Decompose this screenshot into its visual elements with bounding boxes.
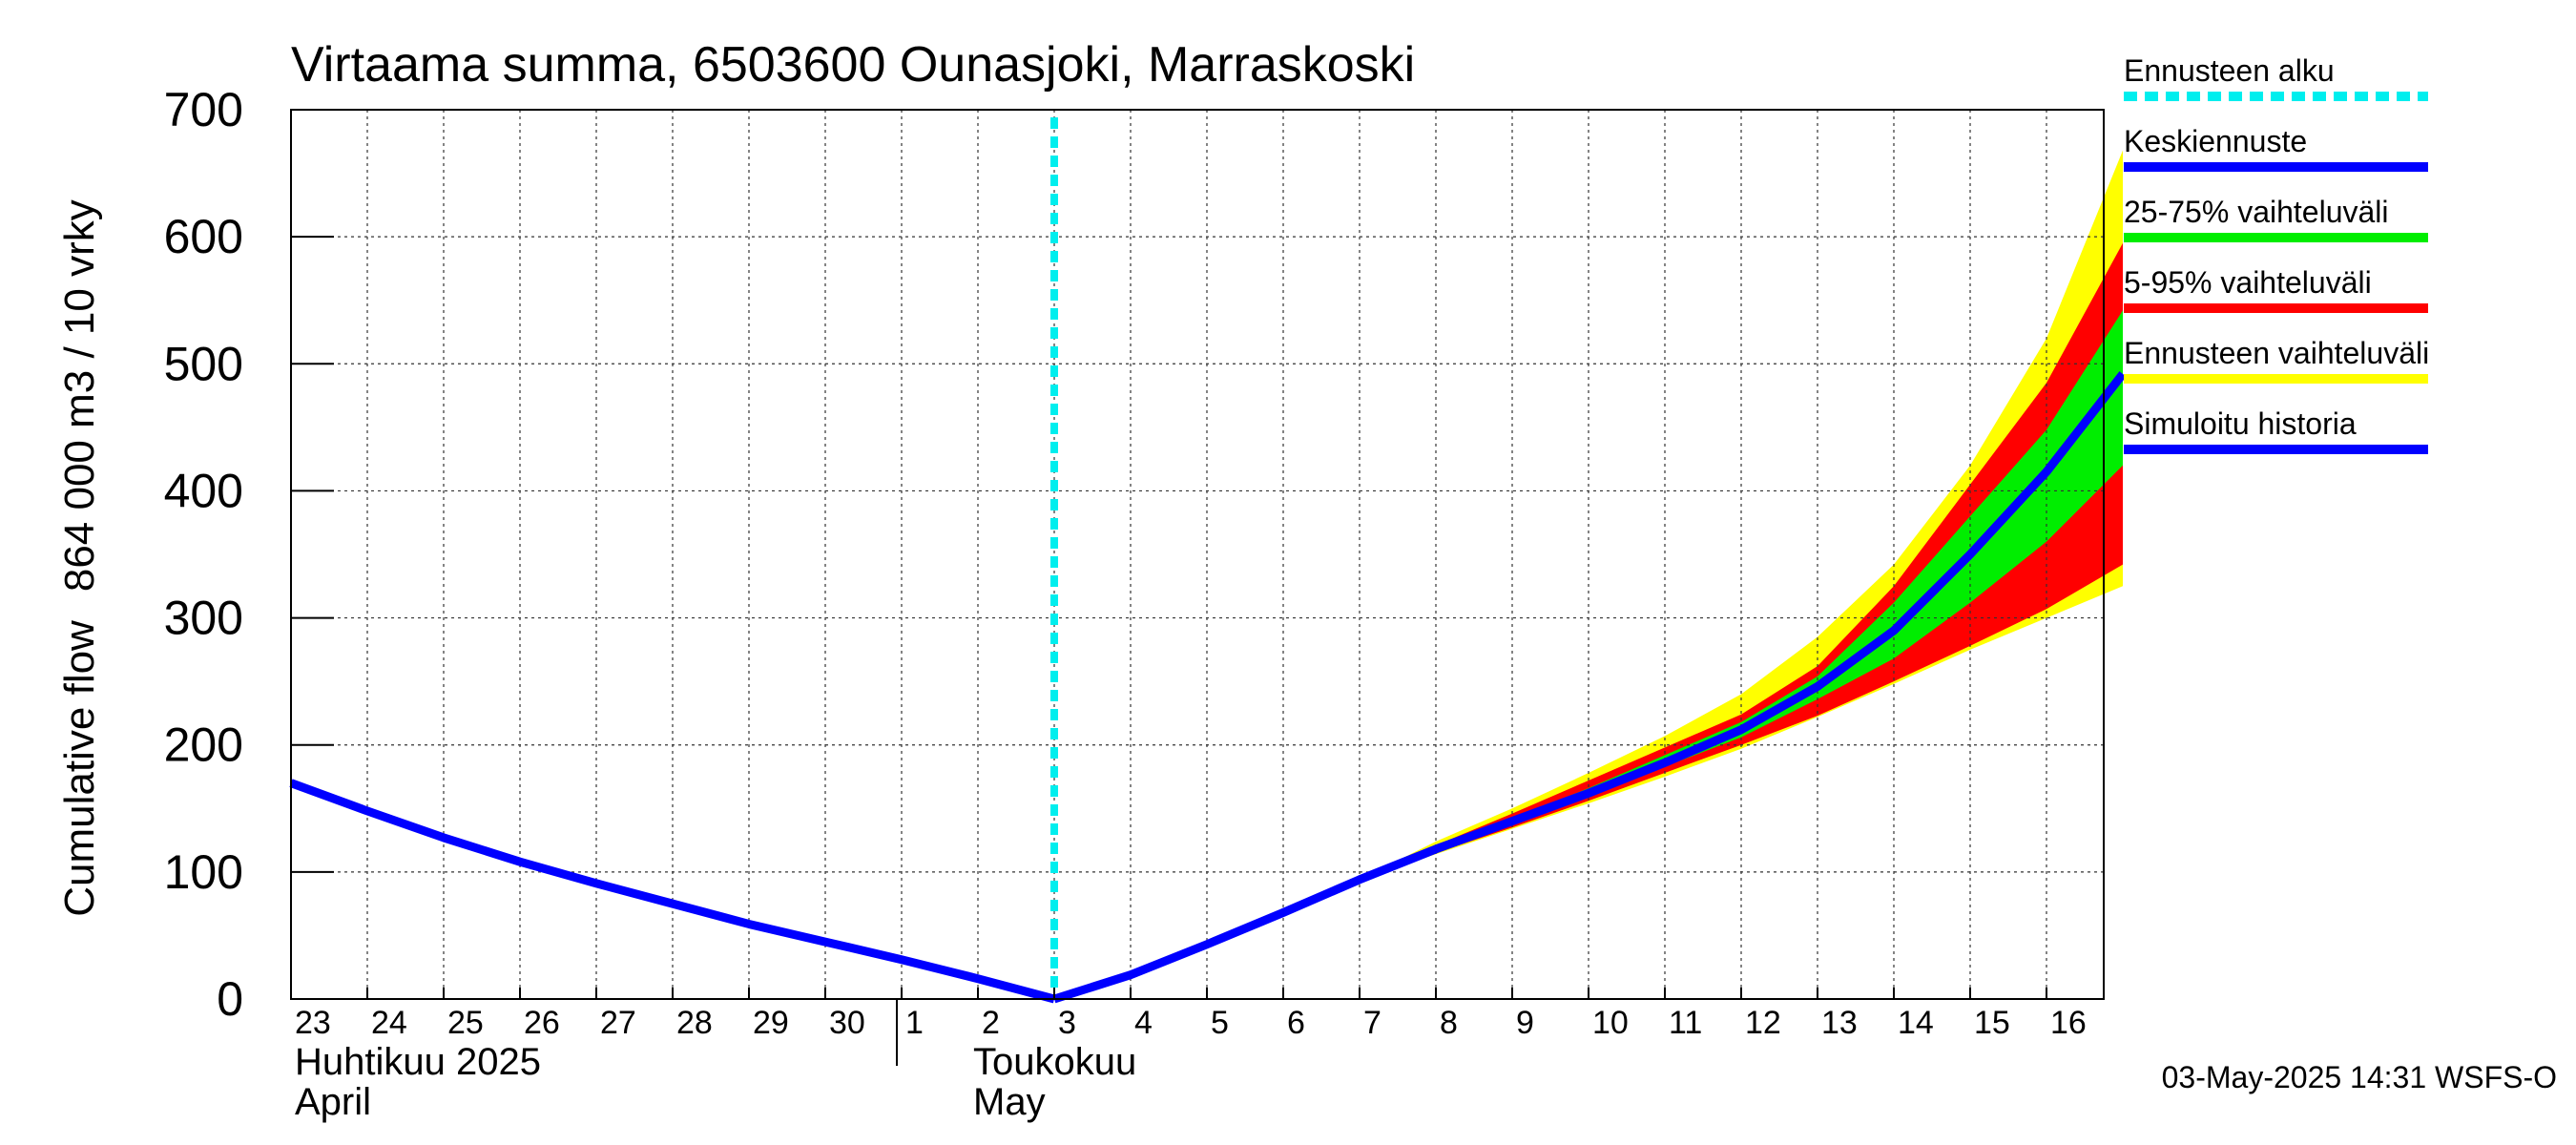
timestamp-footer: 03-May-2025 14:31 WSFS-O (2162, 1060, 2557, 1094)
x-tick-label: 16 (2050, 1005, 2087, 1041)
x-tick-label: 15 (1974, 1005, 2010, 1041)
legend-label: Keskiennuste (2124, 124, 2307, 158)
data-lines (289, 117, 2127, 1004)
x-tick-label: 28 (676, 1005, 713, 1041)
legend-label: Simuloitu historia (2124, 406, 2357, 441)
x-axis: 23 24 25 26 27 28 29 30 1 2 3 4 5 6 7 8 9 10 11 12 13 14 15 16H… (295, 988, 2087, 1123)
x-tick-label: 14 (1898, 1005, 1934, 1041)
y-tick-label: 600 (164, 210, 243, 263)
y-tick-label: 400 (164, 464, 243, 517)
x-tick-label: 27 (600, 1005, 636, 1041)
y-tick-label: 0 (217, 972, 243, 1026)
month-label-en: May (973, 1081, 1046, 1123)
legend-label: 5-95% vaihteluväli (2124, 265, 2372, 300)
x-tick-label: 2 (982, 1005, 1000, 1041)
x-tick-label: 6 (1287, 1005, 1305, 1041)
x-tick-label: 13 (1821, 1005, 1858, 1041)
month-label: Huhtikuu 2025 (295, 1041, 541, 1083)
y-axis-label-fi: 864 000 m3 / 10 vrky (56, 199, 103, 592)
legend: Ennusteen alku Keskiennuste 25-75% vaihtel… (2124, 53, 2429, 454)
x-tick-label: 7 (1363, 1005, 1381, 1041)
band-25-75-vaihteluv-li (1360, 310, 2123, 880)
x-tick-label: 5 (1211, 1005, 1229, 1041)
x-tick-label: 26 (524, 1005, 560, 1041)
x-tick-label: 24 (371, 1005, 407, 1041)
x-tick-label: 12 (1745, 1005, 1781, 1041)
x-tick-label: 29 (753, 1005, 789, 1041)
x-tick-label: 9 (1516, 1005, 1534, 1041)
chart-title: Virtaama summa, 6503600 Ounasjoki, Marra… (291, 37, 1415, 93)
x-tick-label: 25 (447, 1005, 484, 1041)
y-tick-label: 500 (164, 337, 243, 390)
x-tick-label: 1 (905, 1005, 924, 1041)
simulated-history-line (289, 779, 1056, 1004)
y-axis: 0 100 200 300 400 500 600 700 (164, 83, 334, 1026)
y-tick-label: 300 (164, 592, 243, 645)
x-tick-label: 11 (1669, 1005, 1702, 1041)
y-axis-label: Cumulative flow 864 000 m3 / 10 vrky (56, 199, 103, 916)
plot-frame (290, 109, 2105, 1000)
month-label: Toukokuu (973, 1041, 1136, 1083)
y-tick-label: 200 (164, 718, 243, 772)
y-axis-label-en: Cumulative flow (56, 620, 103, 917)
x-tick-label: 8 (1440, 1005, 1458, 1041)
y-tick-label: 100 (164, 845, 243, 899)
x-tick-label: 30 (829, 1005, 865, 1041)
x-tick-label: 4 (1134, 1005, 1153, 1041)
y-tick-label: 700 (164, 83, 243, 136)
series-line-keskiennuste (1052, 371, 2127, 1004)
legend-label: Ennusteen alku (2124, 53, 2335, 88)
legend-label: 25-75% vaihteluväli (2124, 195, 2389, 229)
x-tick-label: 3 (1058, 1005, 1076, 1041)
month-label-en: April (295, 1081, 371, 1123)
x-tick-label: 23 (295, 1005, 331, 1041)
legend-label: Ennusteen vaihteluväli (2124, 336, 2429, 370)
x-tick-label: 10 (1592, 1005, 1629, 1041)
